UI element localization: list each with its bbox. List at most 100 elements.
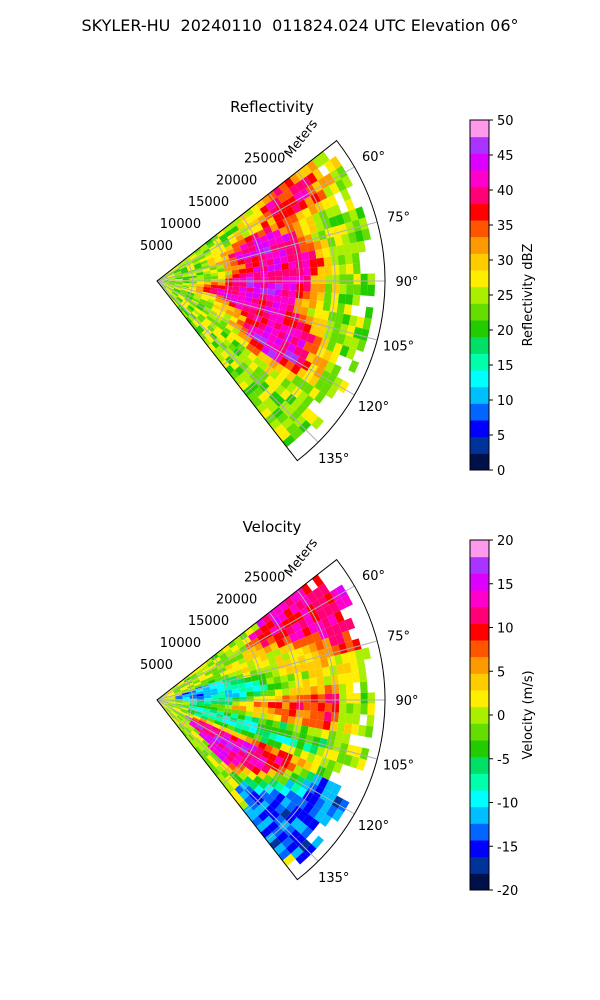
radar-gate (175, 297, 183, 304)
radar-gate (275, 695, 283, 703)
radar-gate (292, 639, 302, 650)
radar-gate (253, 366, 264, 377)
radar-gate (208, 714, 216, 720)
radar-gate (183, 677, 191, 683)
range-ring (200, 655, 229, 757)
radar-gate (315, 667, 324, 678)
radar-gate (290, 782, 302, 795)
radar-gate (300, 407, 314, 420)
radar-gate (294, 252, 303, 262)
radar-gate (193, 293, 202, 299)
radar-gate (228, 720, 237, 727)
radar-gate (183, 309, 190, 317)
radar-gate (302, 291, 311, 300)
radar-gate (305, 215, 316, 226)
radar-gate (216, 244, 225, 252)
radar-gate (223, 327, 232, 336)
radar-gate (271, 250, 281, 259)
radar-gate (178, 723, 185, 731)
colorbar-segment (470, 203, 489, 221)
radar-gate (260, 707, 268, 714)
radar-gate (367, 284, 375, 297)
radar-gate (179, 710, 187, 716)
radar-gate (205, 734, 214, 742)
radar-gate (242, 347, 252, 358)
radar-gate (330, 364, 342, 377)
radar-gate (311, 736, 321, 747)
radar-gate (185, 261, 193, 267)
radar-gate (243, 376, 255, 387)
radar-gate (207, 241, 216, 249)
radar-gate (357, 240, 366, 253)
radar-gate (209, 322, 218, 330)
radar-gate (281, 289, 290, 298)
radar-gate (346, 703, 354, 714)
radar-gate (260, 701, 269, 708)
radar-gate (217, 334, 226, 343)
radar-gate (223, 292, 232, 298)
radar-gate (329, 246, 338, 257)
radar-gate (222, 757, 232, 767)
radar-gate (310, 702, 319, 712)
radar-gate (196, 702, 204, 706)
radar-gate (290, 398, 303, 411)
radar-gate (202, 708, 211, 713)
radar-gate (232, 701, 240, 706)
radar-gate (167, 273, 175, 278)
radar-gate (295, 321, 305, 332)
radar-gate (316, 676, 325, 686)
radar-gate (249, 757, 259, 767)
radar-gate (335, 178, 347, 192)
radar-gate (215, 764, 225, 774)
radar-gate (246, 240, 255, 248)
radar-gate (245, 710, 254, 717)
azimuth-tick-label: 90° (395, 694, 418, 709)
radar-gate (270, 746, 280, 757)
azimuth-tick-label: 105° (383, 759, 414, 774)
radar-gate (316, 257, 325, 267)
radar-gate (217, 285, 226, 290)
radar-gate (263, 226, 273, 235)
radar-gate (200, 715, 209, 721)
radar-gate (342, 754, 353, 767)
radar-gate (218, 666, 227, 674)
radar-gate (272, 632, 283, 642)
radar-gate (239, 705, 247, 711)
radar-gate (336, 722, 346, 733)
radar-gate (207, 679, 216, 685)
radar-gate (306, 242, 316, 252)
radar-gate (203, 281, 212, 285)
radar-gate (340, 233, 351, 245)
radar-gate (332, 274, 340, 285)
radar-gate (252, 261, 261, 268)
radar-gate (274, 803, 286, 815)
radar-gate (286, 723, 295, 732)
radar-gate (293, 747, 303, 758)
radar-gate (248, 213, 258, 223)
radar-gate (306, 726, 316, 737)
radar-gate (275, 734, 285, 744)
radar-gate (240, 310, 249, 318)
radar-gate (286, 422, 299, 435)
radar-gate (258, 718, 267, 726)
radar-gate (251, 297, 260, 305)
radar-gate (217, 704, 226, 709)
radar-gate (264, 744, 274, 753)
radar-gate (223, 262, 232, 268)
range-axis-label: Meters (282, 536, 321, 580)
radar-gate (298, 218, 309, 229)
range-tick-label: 25000 (244, 151, 285, 166)
radar-gate (219, 761, 228, 770)
radar-gate (271, 826, 284, 838)
colorbar-tick-label: 50 (497, 114, 514, 129)
radar-gate (224, 347, 234, 356)
colorbar-tick-label: 40 (497, 184, 514, 199)
radar-gate (301, 207, 312, 219)
radar-gate (245, 267, 254, 274)
radar-gate (286, 326, 296, 336)
radar-gate (265, 651, 275, 660)
radar-gate (226, 667, 235, 675)
radar-gate (281, 836, 294, 849)
radar-gate (224, 266, 232, 272)
radar-gate (184, 716, 192, 723)
